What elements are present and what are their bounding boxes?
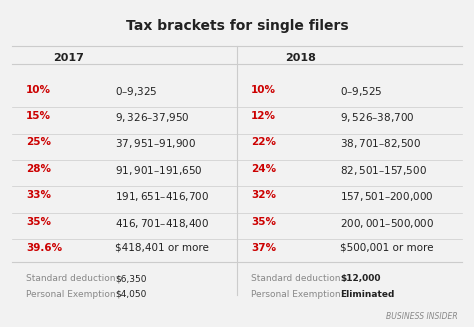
- Text: 24%: 24%: [251, 164, 276, 174]
- Text: 10%: 10%: [26, 85, 51, 95]
- Text: 10%: 10%: [251, 85, 276, 95]
- Text: 2018: 2018: [285, 53, 316, 62]
- Text: $0–$9,325: $0–$9,325: [115, 85, 158, 98]
- Text: 22%: 22%: [251, 137, 276, 147]
- Text: 35%: 35%: [26, 216, 51, 227]
- Text: Eliminated: Eliminated: [340, 289, 394, 299]
- Text: $4,050: $4,050: [115, 289, 146, 299]
- Text: 32%: 32%: [251, 190, 276, 200]
- Text: $91,901–$191,650: $91,901–$191,650: [115, 164, 203, 177]
- Text: 2017: 2017: [53, 53, 84, 62]
- Text: Standard deduction:: Standard deduction:: [26, 274, 118, 284]
- Text: $37,951–$91,900: $37,951–$91,900: [115, 137, 196, 150]
- Text: $12,000: $12,000: [340, 274, 381, 284]
- Text: BUSINESS INSIDER: BUSINESS INSIDER: [385, 312, 457, 321]
- Text: 37%: 37%: [251, 243, 276, 253]
- Text: $9,326–$37,950: $9,326–$37,950: [115, 111, 190, 124]
- Text: 25%: 25%: [26, 137, 51, 147]
- Text: 33%: 33%: [26, 190, 51, 200]
- Text: $6,350: $6,350: [115, 274, 147, 284]
- Text: 28%: 28%: [26, 164, 51, 174]
- Text: 35%: 35%: [251, 216, 276, 227]
- Text: $416,701–$418,400: $416,701–$418,400: [115, 216, 210, 230]
- Text: $0–$9,525: $0–$9,525: [340, 85, 383, 98]
- Text: Standard deduction:: Standard deduction:: [251, 274, 344, 284]
- Text: 15%: 15%: [26, 111, 51, 121]
- Text: Tax brackets for single filers: Tax brackets for single filers: [126, 19, 348, 33]
- Text: $38,701–$82,500: $38,701–$82,500: [340, 137, 421, 150]
- Text: $200,001–$500,000: $200,001–$500,000: [340, 216, 434, 230]
- Text: $9,526–$38,700: $9,526–$38,700: [340, 111, 415, 124]
- Text: $157,501–$200,000: $157,501–$200,000: [340, 190, 434, 203]
- Text: $418,401 or more: $418,401 or more: [115, 243, 209, 253]
- Text: Personal Exemption:: Personal Exemption:: [26, 289, 118, 299]
- Text: $82,501–$157,500: $82,501–$157,500: [340, 164, 427, 177]
- Text: Personal Exemption:: Personal Exemption:: [251, 289, 344, 299]
- Text: $191,651–$416,700: $191,651–$416,700: [115, 190, 210, 203]
- Text: $500,001 or more: $500,001 or more: [340, 243, 434, 253]
- Text: 39.6%: 39.6%: [26, 243, 62, 253]
- Text: 12%: 12%: [251, 111, 276, 121]
